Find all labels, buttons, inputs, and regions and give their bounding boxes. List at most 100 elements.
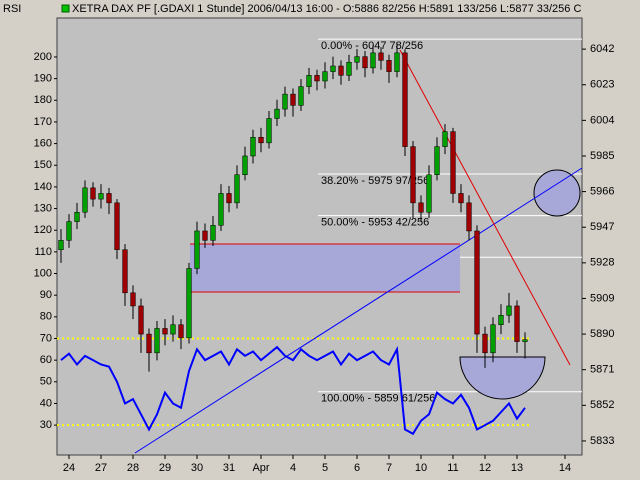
candle-body bbox=[242, 155, 248, 175]
y-tick-label: 80 bbox=[40, 311, 52, 323]
y2-tick-label: 5966 bbox=[590, 186, 614, 198]
y2-tick-label: 6023 bbox=[590, 79, 614, 91]
shaded-zone bbox=[190, 244, 460, 292]
y-tick-label: 30 bbox=[40, 419, 52, 431]
indicator-label: RSI bbox=[3, 3, 21, 15]
candle-body bbox=[498, 315, 504, 325]
circle-marker bbox=[533, 169, 581, 217]
y-tick-label: 50 bbox=[40, 376, 52, 388]
candle-body bbox=[234, 174, 240, 204]
y-tick-label: 130 bbox=[34, 202, 52, 214]
x-tick-label: 31 bbox=[223, 462, 235, 474]
candle-body bbox=[226, 193, 232, 204]
candle-body bbox=[354, 56, 360, 63]
candle-body bbox=[250, 136, 256, 157]
candle-body bbox=[178, 324, 184, 339]
x-tick-label: 4 bbox=[290, 462, 296, 474]
candle-body bbox=[426, 174, 432, 213]
candle-body bbox=[90, 187, 96, 200]
candle-body bbox=[138, 305, 144, 335]
x-tick-label: 7 bbox=[386, 462, 392, 474]
x-tick-label: 5 bbox=[322, 462, 328, 474]
candle-body bbox=[514, 305, 520, 342]
y2-tick-label: 5928 bbox=[590, 257, 614, 269]
drawings bbox=[190, 169, 581, 400]
candle-body bbox=[450, 131, 456, 194]
candle-body bbox=[322, 71, 328, 82]
y-tick-label: 180 bbox=[34, 94, 52, 106]
y-tick-label: 90 bbox=[40, 289, 52, 301]
candle-body bbox=[82, 187, 88, 213]
candle-body bbox=[114, 202, 120, 250]
candle-body bbox=[394, 52, 400, 72]
y-tick-label: 70 bbox=[40, 332, 52, 344]
y-tick-label: 170 bbox=[34, 116, 52, 128]
y-tick-label: 60 bbox=[40, 354, 52, 366]
candle-body bbox=[74, 211, 80, 222]
fib-label: 50.00% - 5953 42/256 bbox=[321, 217, 429, 229]
candle-body bbox=[434, 146, 440, 175]
candle-body bbox=[218, 193, 224, 226]
candle-body bbox=[330, 65, 336, 72]
candle-body bbox=[346, 61, 352, 76]
candle-body bbox=[490, 324, 496, 354]
candle-body bbox=[122, 249, 128, 294]
x-tick-label: 28 bbox=[127, 462, 139, 474]
candle-body bbox=[106, 193, 112, 204]
bowl-shape bbox=[459, 356, 546, 400]
candle-body bbox=[274, 108, 280, 119]
x-tick-label: 12 bbox=[479, 462, 491, 474]
candle-body bbox=[282, 93, 288, 110]
chart-title: XETRA DAX PF [.GDAXI 1 Stunde] 2006/04/1… bbox=[72, 3, 581, 15]
candle-body bbox=[418, 202, 424, 213]
rsi-line bbox=[60, 345, 526, 436]
x-tick-label: Apr bbox=[252, 462, 269, 474]
candle-body bbox=[66, 221, 72, 241]
y-tick-label: 120 bbox=[34, 224, 52, 236]
y-tick-label: 40 bbox=[40, 397, 52, 409]
x-tick-label: 6 bbox=[354, 462, 360, 474]
candle-body bbox=[474, 230, 480, 335]
trend-line bbox=[399, 49, 571, 366]
candle-body bbox=[194, 230, 200, 269]
candle-body bbox=[402, 52, 408, 147]
series-icon bbox=[61, 4, 70, 13]
candle-body bbox=[410, 146, 416, 204]
candle-body bbox=[306, 75, 312, 87]
y-tick-label: 110 bbox=[34, 246, 52, 258]
candle-body bbox=[130, 292, 136, 307]
candle-body bbox=[506, 305, 512, 316]
x-tick-label: 29 bbox=[159, 462, 171, 474]
y2-tick-label: 6042 bbox=[590, 43, 614, 55]
y2-tick-label: 5985 bbox=[590, 150, 614, 162]
y2-tick-label: 5947 bbox=[590, 221, 614, 233]
candle-body bbox=[58, 240, 64, 250]
y2-tick-label: 5871 bbox=[590, 364, 614, 376]
x-tick-label: 11 bbox=[447, 462, 458, 474]
y-tick-label: 200 bbox=[34, 51, 52, 63]
candle-body bbox=[98, 193, 104, 200]
candle-body bbox=[522, 339, 528, 342]
candle-body bbox=[482, 333, 488, 354]
candle-body bbox=[186, 268, 192, 339]
candle-body bbox=[162, 328, 168, 335]
y2-tick-label: 5909 bbox=[590, 292, 614, 304]
candle-body bbox=[338, 65, 344, 76]
y2-tick-label: 5890 bbox=[590, 328, 614, 340]
x-tick-label: 30 bbox=[191, 462, 203, 474]
candle-body bbox=[370, 52, 376, 69]
y-tick-label: 150 bbox=[34, 159, 52, 171]
x-tick-label: 24 bbox=[63, 462, 75, 474]
fib-label: 38.20% - 5975 97/256 bbox=[321, 175, 429, 187]
fib-label: 0.00% - 6047 78/256 bbox=[321, 40, 423, 52]
candle-body bbox=[202, 230, 208, 241]
x-tick-label: 13 bbox=[511, 462, 523, 474]
x-tick-label: 27 bbox=[95, 462, 107, 474]
candle-body bbox=[362, 56, 368, 69]
y2-tick-label: 5852 bbox=[590, 399, 614, 411]
x-tick-label: 14 bbox=[559, 462, 571, 474]
candle-body bbox=[298, 86, 304, 106]
candle-body bbox=[442, 131, 448, 147]
